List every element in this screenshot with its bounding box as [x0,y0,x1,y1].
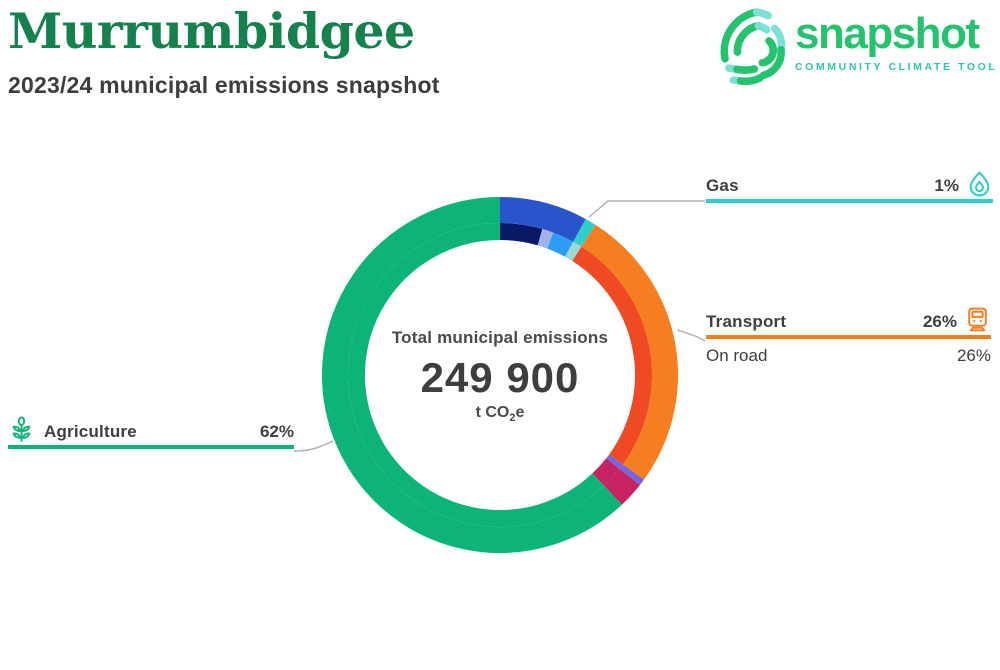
gas-connector-line [588,200,705,218]
transport-subsector-row: On road 26% [706,346,991,366]
plant-icon [8,415,35,443]
on-road-label: On road [706,346,768,365]
donut-segment-unlabeled-periwinkle[interactable] [537,229,554,249]
donut-segment-unlabeled-magenta[interactable] [603,468,640,505]
snapshot-logo-tagline: COMMUNITY CLIMATE TOOL [795,61,998,74]
donut-segment-violet-sub[interactable] [606,454,623,469]
donut-segment-unlabeled-navy[interactable] [499,223,543,246]
transport-callout: Transport 26% On road 26% [706,306,991,366]
donut-segment-magenta-sub[interactable] [592,458,620,486]
gas-label: Gas [706,176,739,195]
flame-icon [966,170,993,197]
page-title: Murrumbidgee [8,2,415,60]
total-emissions-value: 249 900 [420,354,580,401]
donut-segment-gas[interactable] [573,219,596,247]
gas-percent: 1% [934,176,959,195]
snapshot-logo-wordmark: snapshot [795,9,980,58]
on-road-percent: 26% [956,346,991,365]
agriculture-connector-line [293,440,334,452]
donut-segment-unlabeled-violet[interactable] [619,464,645,485]
total-emissions-unit: t CO2e [475,404,525,425]
agriculture-callout: Agriculture 62% [8,415,294,449]
snapshot-logo: snapshot COMMUNITY CLIMATE TOOL [713,2,1000,97]
donut-segment-agriculture-sub[interactable] [348,223,605,527]
agriculture-percent: 62% [259,422,294,441]
gas-callout: Gas 1% [706,170,993,203]
donut-segment-unlabeled-blue[interactable] [499,197,586,242]
donut-segment-agriculture[interactable] [322,197,622,553]
page-subtitle: 2023/24 municipal emissions snapshot [8,72,440,98]
transport-label: Transport [706,312,787,331]
transport-callout-row: Transport 26% [706,306,991,339]
agriculture-label: Agriculture [44,422,137,441]
donut-segment-gas-sub[interactable] [564,241,582,262]
transport-connector-line [676,329,706,342]
total-emissions-label: Total municipal emissions [391,328,609,347]
train-icon [964,306,991,333]
transport-percent: 26% [922,312,957,331]
donut-inner-ring [348,223,652,527]
snapshot-logo-icon [713,2,793,100]
donut-segment-unlabeled-lightblue[interactable] [547,232,574,257]
agriculture-callout-row: Agriculture 62% [8,415,294,449]
donut-segment-transport[interactable] [581,224,678,480]
donut-outer-ring [322,197,678,553]
gas-callout-row: Gas 1% [706,170,993,203]
donut-center-text: Total municipal emissions 249 900 t CO2e [365,328,635,424]
donut-segment-on-road[interactable] [572,246,652,465]
